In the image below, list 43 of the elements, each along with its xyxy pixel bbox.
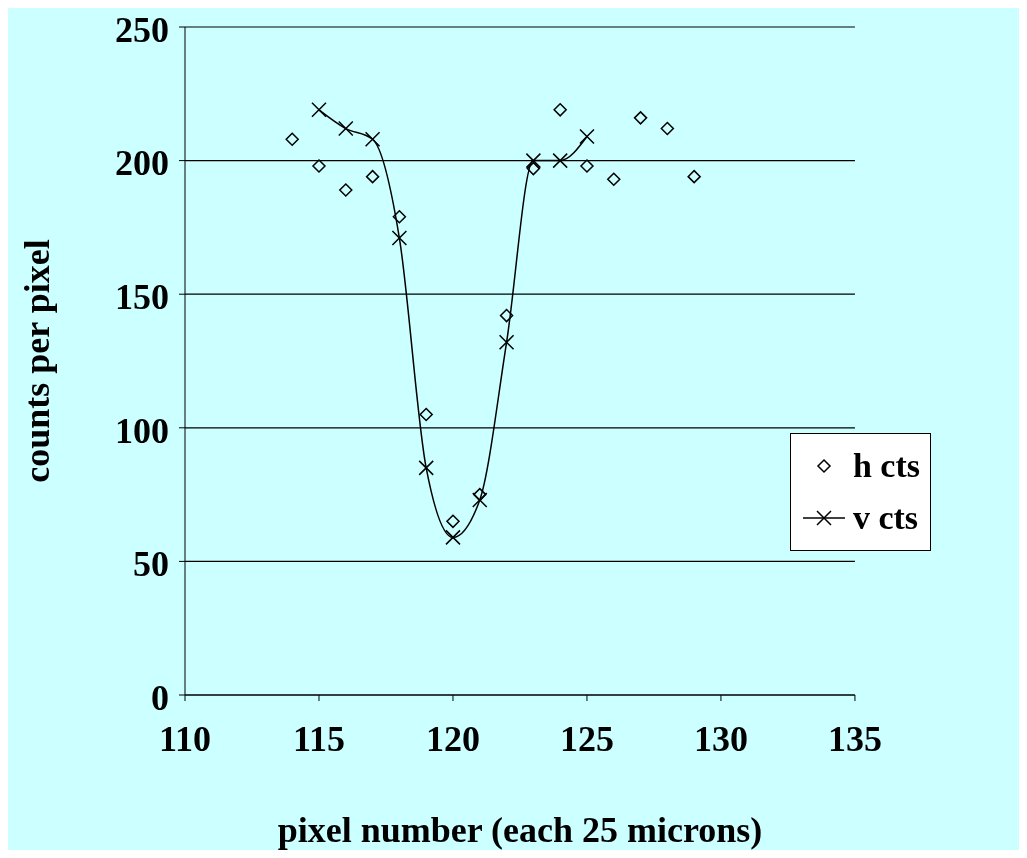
point (579, 128, 595, 145)
point (607, 172, 621, 187)
point (446, 514, 460, 529)
x-tick-label: 120 (425, 718, 480, 759)
legend-label: v cts (852, 499, 919, 537)
x-tick-label: 135 (827, 718, 882, 759)
point (392, 209, 407, 224)
point (285, 132, 299, 146)
y-tick-label: 0 (151, 677, 169, 718)
point (552, 152, 568, 169)
point (526, 161, 541, 176)
point (499, 308, 514, 323)
point (365, 169, 380, 184)
point (473, 487, 487, 502)
point (391, 230, 408, 246)
legend-label: h cts (852, 447, 920, 485)
point (660, 121, 675, 136)
y-tick-label: 200 (115, 143, 169, 184)
point (498, 334, 515, 351)
point (525, 152, 542, 169)
point (580, 159, 594, 173)
x-tick-label: 125 (559, 718, 614, 759)
y-tick-label: 150 (115, 276, 169, 317)
y-tick-label: 50 (133, 544, 169, 585)
point (311, 102, 327, 118)
x-axis-title: pixel number (each 25 microns) (277, 810, 763, 850)
point (418, 460, 434, 476)
point (419, 407, 433, 422)
point (687, 169, 701, 184)
point (472, 492, 488, 508)
x-tick-label: 110 (158, 718, 212, 759)
point (553, 103, 567, 117)
point (364, 131, 381, 147)
point (338, 120, 354, 137)
y-tick-label: 100 (115, 410, 169, 451)
point (633, 111, 648, 125)
y-tick-label: 250 (115, 9, 169, 50)
x-tick-label: 130 (693, 718, 748, 759)
point (312, 159, 326, 173)
x-tick-label: 115 (292, 718, 345, 759)
point (339, 183, 353, 197)
y-axis-title: counts per pixel (16, 239, 57, 483)
point (445, 529, 461, 546)
